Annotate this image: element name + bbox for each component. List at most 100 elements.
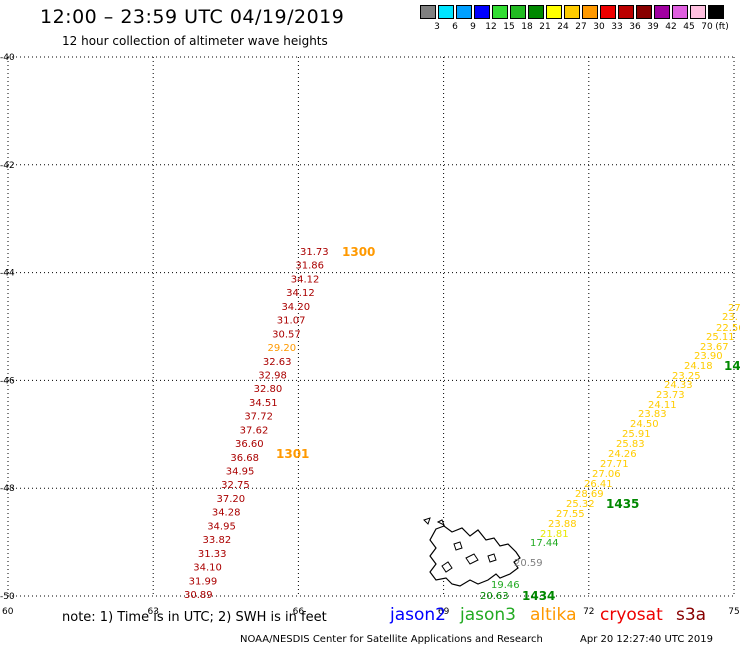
legend-label: 42 — [665, 22, 677, 32]
axis-labels: -40 -42 -44 -46 -48 -50 60 63 66 69 72 75 — [0, 53, 740, 617]
legend-swatch — [492, 5, 508, 19]
lat-tick-label: -42 — [0, 161, 15, 171]
legend-label: 18 — [521, 22, 533, 32]
track2-wave-value: 23.90 — [694, 351, 723, 362]
page-title: 12:00 – 23:59 UTC 04/19/2019 — [40, 6, 345, 28]
track1-wave-value: 31.86 — [295, 261, 324, 272]
lon-tick-label: 75 — [728, 607, 739, 617]
legend-label: 45 — [683, 22, 695, 32]
satellite-label-jason3: jason3 — [460, 605, 516, 625]
legend-swatch — [600, 5, 616, 19]
pass-time-labels: 1300 1301 1435 1434 14 — [276, 245, 740, 603]
track2-wave-value: 20.59 — [514, 558, 543, 569]
track2-wave-value: 20.63 — [480, 591, 509, 602]
legend-swatch — [474, 5, 490, 19]
legend-swatch — [636, 5, 652, 19]
track1-wave-value: 37.62 — [240, 425, 269, 436]
legend-label: 6 — [452, 22, 458, 32]
track1-wave-value: 31.73 — [300, 247, 329, 258]
track1-wave-value: 37.20 — [216, 494, 245, 505]
legend-label: 24 — [557, 22, 569, 32]
track2-wave-value: 26.41 — [584, 479, 613, 490]
pass-time-label: 1301 — [276, 447, 309, 461]
track1-wave-value: 34.10 — [193, 563, 222, 574]
satellite-label-jason2: jason2 — [390, 605, 446, 625]
track1-wave-value: 30.57 — [272, 329, 301, 340]
track1-wave-value: 31.99 — [189, 576, 218, 587]
track1-wave-value: 30.89 — [184, 590, 213, 601]
legend-swatch — [672, 5, 688, 19]
legend-label: 3 — [434, 22, 440, 32]
footer-note: note: 1) Time is in UTC; 2) SWH is in fe… — [62, 610, 327, 625]
track2-wave-value: 25.83 — [616, 439, 645, 450]
track1-wave-value: 32.75 — [221, 480, 250, 491]
track2-wave-value: 25.91 — [622, 429, 651, 440]
credit-line: NOAA/NESDIS Center for Satellite Applica… — [240, 634, 543, 645]
track2-wave-value: 24.26 — [608, 449, 637, 460]
track1-wave-value: 32.80 — [254, 384, 283, 395]
track2-wave-value: 27.06 — [592, 469, 621, 480]
track1-wave-value: 34.28 — [212, 508, 241, 519]
legend-swatch — [690, 5, 706, 19]
track1-wave-value: 34.12 — [291, 274, 320, 285]
track2-wave-value: 23.73 — [656, 390, 685, 401]
kerguelen-islets — [423, 517, 497, 573]
track1-wave-value: 36.60 — [235, 439, 264, 450]
pass-time-label: 14 — [724, 359, 740, 373]
legend-label: 70 — [701, 22, 713, 32]
track2-wave-value: 23.88 — [548, 519, 577, 530]
track2-wave-value: 24.11 — [648, 400, 677, 411]
track1-wave-value: 34.95 — [207, 521, 236, 532]
track1-wave-value: 29.20 — [268, 343, 297, 354]
lat-tick-label: -48 — [0, 484, 15, 494]
legend-label: 33 — [611, 22, 623, 32]
track2-wave-value: 24.18 — [684, 361, 713, 372]
legend-swatch — [708, 5, 724, 19]
satellite-label-altika: altika — [530, 605, 577, 625]
legend-swatch — [438, 5, 454, 19]
track2-wave-value: 23.67 — [700, 342, 729, 353]
lon-tick-label: 72 — [583, 607, 594, 617]
lat-tick-label: -50 — [0, 592, 15, 602]
track2-wave-value: 27.55 — [556, 509, 585, 520]
legend-swatch — [582, 5, 598, 19]
altimeter-track-1: 31.73 31.86 34.12 34.12 34.20 31.07 30.57 29.20… — [184, 247, 329, 601]
track1-wave-value: 34.95 — [226, 467, 255, 478]
track2-wave-value: 21.81 — [540, 529, 569, 540]
legend-label: 21 — [539, 22, 551, 32]
track1-wave-value: 34.20 — [281, 302, 310, 313]
legend-label: 39 — [647, 22, 659, 32]
legend-label: 12 — [485, 22, 497, 32]
pass-time-label: 1300 — [342, 245, 375, 259]
legend-swatch — [420, 5, 436, 19]
lat-tick-label: -44 — [0, 269, 15, 279]
track2-wave-value: 27 — [728, 303, 740, 314]
track1-wave-value: 32.63 — [263, 357, 292, 368]
lon-tick-label: 63 — [147, 607, 158, 617]
track2-wave-value: 17.44 — [530, 538, 559, 549]
track2-wave-value: 19.46 — [491, 580, 520, 591]
pass-time-label: 1434 — [522, 589, 555, 603]
legend-swatch — [654, 5, 670, 19]
track1-wave-value: 33.82 — [203, 535, 232, 546]
legend-swatch — [510, 5, 526, 19]
legend-label: 36 — [629, 22, 641, 32]
lon-tick-label: 60 — [2, 607, 14, 617]
lat-tick-label: -46 — [0, 376, 15, 386]
legend-swatch — [528, 5, 544, 19]
legend-swatch — [618, 5, 634, 19]
track2-wave-value: 24.50 — [630, 419, 659, 430]
track1-wave-value: 31.33 — [198, 549, 227, 560]
lon-tick-label: 69 — [438, 607, 450, 617]
track2-wave-value: 23. — [722, 312, 738, 323]
legend-swatch — [564, 5, 580, 19]
track1-wave-value: 34.12 — [286, 288, 315, 299]
track2-wave-value: 25.11 — [706, 332, 735, 343]
track2-wave-value: 22.56 — [716, 323, 740, 334]
legend-label: 9 — [470, 22, 476, 32]
legend-label: 15 — [503, 22, 515, 32]
lat-lon-grid — [7, 56, 735, 597]
track2-wave-value: 25.32 — [566, 499, 595, 510]
legend-label: 30 — [593, 22, 605, 32]
